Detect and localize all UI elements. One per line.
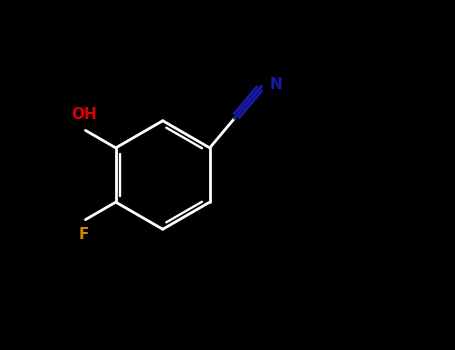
Text: F: F	[79, 228, 89, 242]
Text: OH: OH	[71, 107, 96, 121]
Text: N: N	[269, 77, 282, 92]
